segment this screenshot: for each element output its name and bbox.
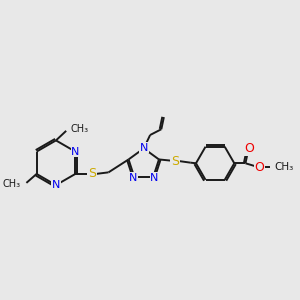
Text: N: N: [129, 172, 137, 183]
Text: S: S: [88, 167, 96, 180]
Text: N: N: [52, 180, 60, 190]
Text: N: N: [140, 143, 148, 153]
Text: CH₃: CH₃: [275, 162, 294, 172]
Text: CH₃: CH₃: [2, 179, 21, 190]
Text: N: N: [150, 172, 159, 183]
Text: O: O: [255, 160, 265, 174]
Text: N: N: [71, 147, 80, 157]
Text: S: S: [171, 154, 179, 167]
Text: CH₃: CH₃: [71, 124, 89, 134]
Text: O: O: [244, 142, 254, 155]
